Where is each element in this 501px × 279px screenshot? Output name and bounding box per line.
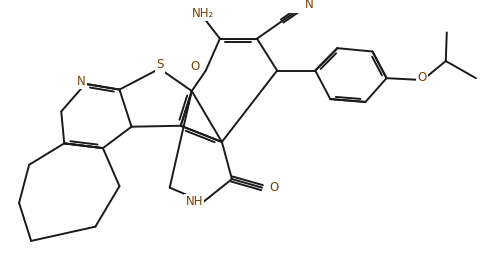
Text: N: N <box>304 0 313 11</box>
Text: NH: NH <box>185 195 202 208</box>
Text: S: S <box>156 58 163 71</box>
Text: O: O <box>416 71 425 84</box>
Text: N: N <box>77 75 86 88</box>
Text: NH₂: NH₂ <box>192 7 214 20</box>
Text: O: O <box>190 60 199 73</box>
Text: O: O <box>269 181 278 194</box>
